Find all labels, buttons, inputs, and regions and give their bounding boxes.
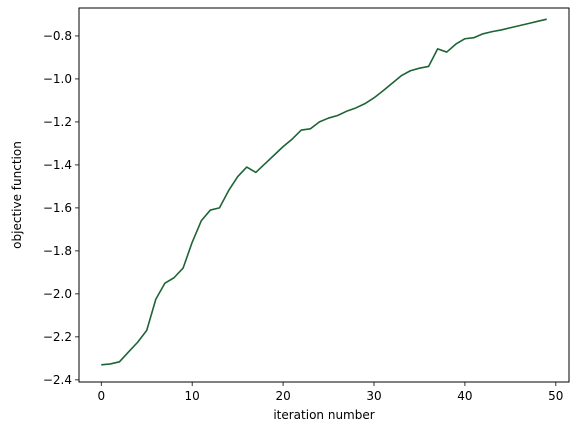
y-axis-ticks: −2.4 −2.2 −2.0 −1.8 −1.6 −1.4 −1.2 −1.0 −0.8 [43,29,79,387]
series-line-0 [101,18,547,366]
y-tick-label: −1.2 [43,115,72,129]
axes-frame [78,7,570,383]
x-tick-label: 50 [548,389,563,403]
y-tick-label: −2.0 [43,287,72,301]
y-tick-label: −1.4 [43,158,72,172]
plot-area [101,18,547,366]
y-tick-label: −2.4 [43,373,72,387]
x-tick-label: 20 [275,389,290,403]
y-axis-label: objective function [10,141,24,249]
x-tick-label: 0 [97,389,105,403]
x-axis-label: iteration number [273,408,374,422]
y-tick-label: −2.2 [43,330,72,344]
x-axis-ticks: 0 10 20 30 40 50 [97,382,563,403]
y-tick-label: −1.0 [43,72,72,86]
y-tick-label: −1.8 [43,244,72,258]
x-tick-label: 30 [366,389,381,403]
y-tick-label: −1.6 [43,201,72,215]
x-tick-label: 10 [185,389,200,403]
y-tick-label: −0.8 [43,29,72,43]
x-tick-label: 40 [457,389,472,403]
